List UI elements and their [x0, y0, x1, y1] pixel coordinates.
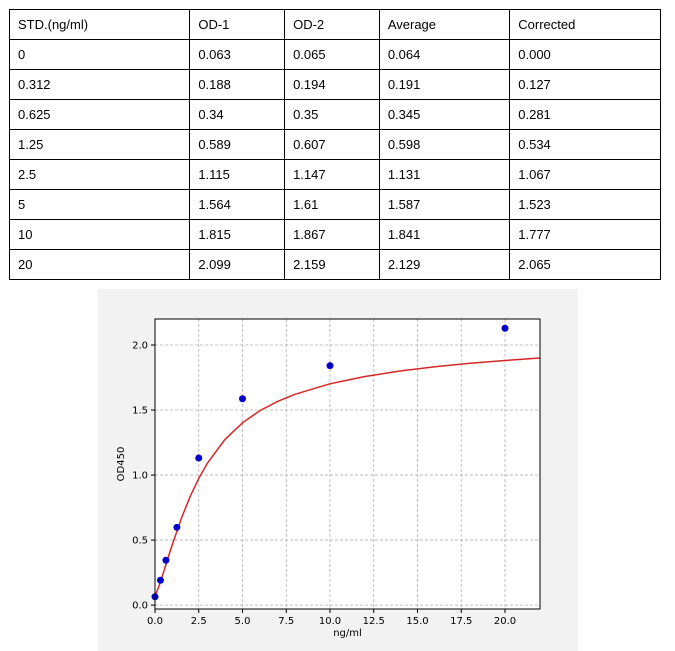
header-corrected: Corrected [509, 9, 661, 40]
header-od2: OD-2 [284, 9, 380, 40]
cell-average: 1.841 [378, 219, 511, 250]
cell-od1: 1.815 [189, 219, 286, 250]
cell-corrected: 1.523 [509, 189, 661, 220]
cell-average: 0.191 [378, 69, 511, 100]
table-row: 20 2.099 2.159 2.129 2.065 [8, 249, 661, 280]
x-tick-label: 15.0 [406, 616, 428, 627]
cell-average: 1.131 [378, 159, 511, 190]
x-tick-label: 7.5 [278, 616, 294, 627]
table-header-row: STD.(ng/ml) OD-1 OD-2 Average Corrected [8, 9, 661, 40]
cell-std: 5 [8, 189, 191, 220]
cell-average: 0.345 [378, 99, 511, 130]
x-tick-label: 17.5 [450, 616, 472, 627]
cell-average: 0.064 [378, 39, 511, 70]
data-point [501, 324, 509, 332]
cell-std: 1.25 [8, 129, 191, 160]
standard-curve-table: STD.(ng/ml) OD-1 OD-2 Average Corrected … [8, 9, 661, 280]
plot-frame [154, 318, 541, 610]
cell-od2: 1.147 [284, 159, 380, 190]
y-tick-label: 1.5 [132, 406, 148, 417]
cell-corrected: 0.000 [509, 39, 661, 70]
data-point [173, 523, 181, 531]
cell-od2: 1.867 [284, 219, 380, 250]
header-std: STD.(ng/ml) [8, 9, 191, 40]
cell-std: 10 [8, 219, 191, 250]
y-tick-label: 0.0 [132, 601, 148, 612]
cell-average: 2.129 [378, 249, 511, 280]
cell-corrected: 1.777 [509, 219, 661, 250]
cell-std: 2.5 [8, 159, 191, 190]
cell-std: 0 [8, 39, 191, 70]
table-row: 5 1.564 1.61 1.587 1.523 [8, 189, 661, 220]
table-row: 0 0.063 0.065 0.064 0.000 [8, 39, 661, 70]
data-point [156, 576, 164, 584]
cell-od1: 0.589 [189, 129, 286, 160]
data-point [239, 395, 246, 403]
standard-curve-chart: 0.0 2.5 5.0 7.5 10.0 12.5 15.0 17.5 20.0 0.0 0.5 1… [116, 318, 541, 639]
y-tick-label: 1.0 [132, 471, 148, 482]
fit-curve-line [154, 357, 541, 598]
y-axis-label: OD450 [116, 447, 127, 482]
table-row: 0.625 0.34 0.35 0.345 0.281 [8, 99, 661, 130]
cell-corrected: 1.067 [509, 159, 661, 190]
cell-od2: 2.159 [284, 249, 380, 280]
cell-od2: 0.35 [284, 99, 380, 130]
y-axis-ticks: 0.0 0.5 1.0 1.5 2.0 [132, 341, 155, 612]
cell-average: 0.598 [378, 129, 511, 160]
cell-corrected: 0.534 [509, 129, 661, 160]
cell-std: 0.312 [8, 69, 191, 100]
x-tick-label: 2.5 [191, 616, 207, 627]
fitted-curve [154, 357, 541, 598]
y-tick-label: 0.5 [132, 536, 148, 547]
header-od1: OD-1 [189, 9, 286, 40]
chart-panel: 0.0 2.5 5.0 7.5 10.0 12.5 15.0 17.5 20.0 0.0 0.5 1… [98, 289, 578, 651]
table-row: 2.5 1.115 1.147 1.131 1.067 [8, 159, 661, 190]
plot-area [155, 319, 540, 609]
x-tick-label: 10.0 [319, 616, 341, 627]
cell-std: 0.625 [8, 99, 191, 130]
y-tick-label: 2.0 [132, 341, 148, 352]
data-point [162, 556, 170, 564]
cell-od1: 0.34 [189, 99, 286, 130]
cell-od2: 0.607 [284, 129, 380, 160]
cell-od2: 0.194 [284, 69, 380, 100]
cell-od2: 1.61 [284, 189, 380, 220]
x-axis-label: ng/ml [333, 628, 362, 639]
cell-corrected: 0.281 [509, 99, 661, 130]
cell-average: 1.587 [378, 189, 511, 220]
data-point [326, 362, 334, 370]
cell-od1: 0.188 [189, 69, 286, 100]
data-point [195, 454, 203, 462]
cell-corrected: 2.065 [509, 249, 661, 280]
cell-od1: 1.115 [189, 159, 286, 190]
table-row: 10 1.815 1.867 1.841 1.777 [8, 219, 661, 250]
table-row: 1.25 0.589 0.607 0.598 0.534 [8, 129, 661, 160]
x-tick-label: 0.0 [147, 616, 163, 627]
cell-od2: 0.065 [284, 39, 380, 70]
cell-od1: 0.063 [189, 39, 286, 70]
x-axis-ticks: 0.0 2.5 5.0 7.5 10.0 12.5 15.0 17.5 20.0 [147, 609, 516, 627]
cell-od1: 2.099 [189, 249, 286, 280]
table-row: 0.312 0.188 0.194 0.191 0.127 [8, 69, 661, 100]
cell-od1: 1.564 [189, 189, 286, 220]
x-tick-label: 12.5 [363, 616, 385, 627]
x-tick-label: 20.0 [494, 616, 516, 627]
x-tick-label: 5.0 [235, 616, 251, 627]
header-average: Average [378, 9, 511, 40]
cell-std: 20 [8, 249, 191, 280]
cell-corrected: 0.127 [509, 69, 661, 100]
